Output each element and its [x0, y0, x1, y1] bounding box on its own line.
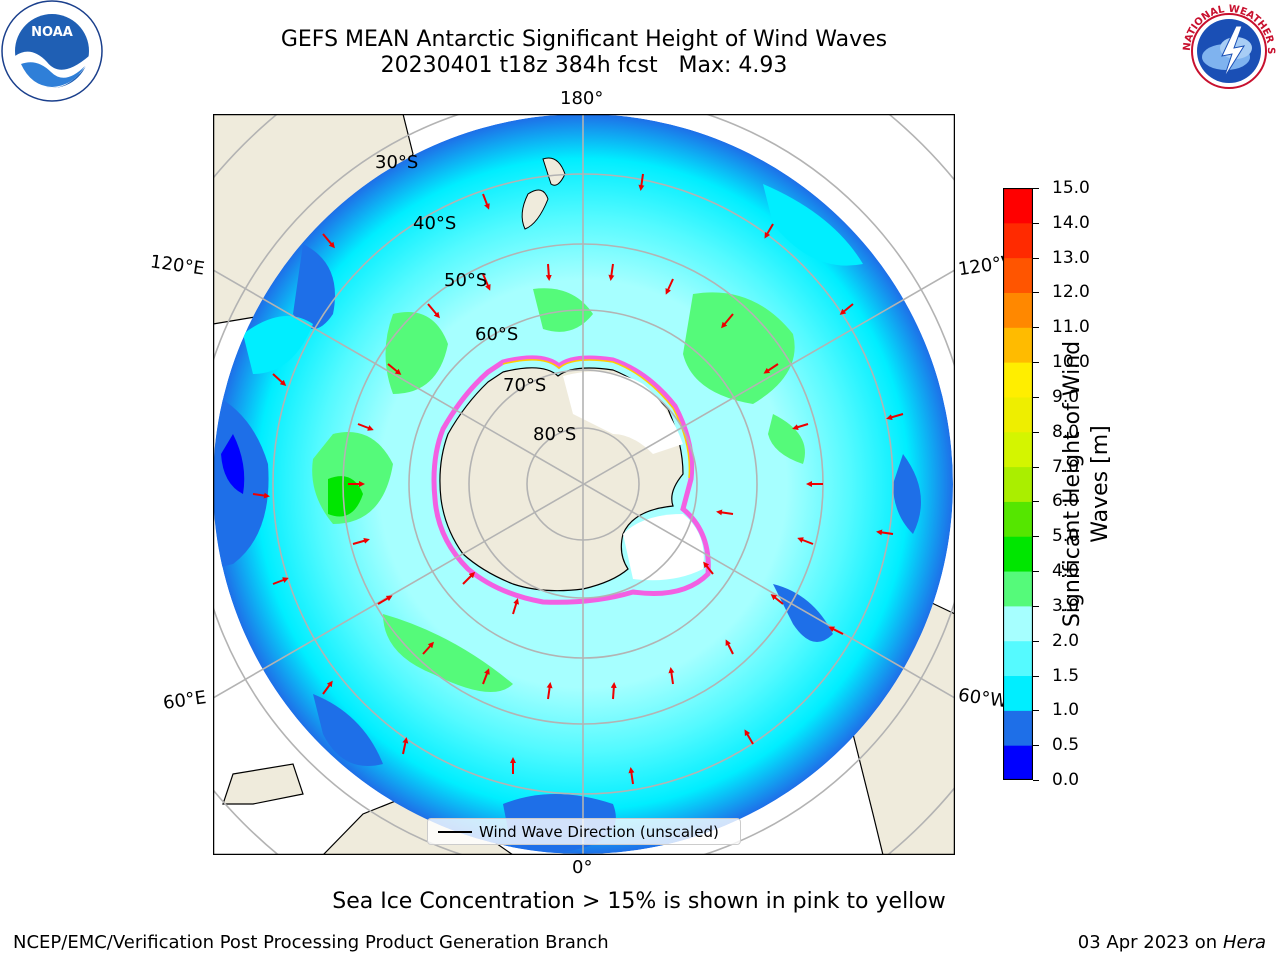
- colorbar: [1003, 188, 1033, 780]
- colorbar-tick-mark: [1033, 675, 1039, 677]
- colorbar-segment: [1003, 501, 1033, 537]
- footer-date-text: 03 Apr 2023 on: [1077, 932, 1223, 953]
- colorbar-segment: [1003, 431, 1033, 468]
- noaa-logo: NOAA: [1, 0, 103, 102]
- colorbar-tick-mark: [1033, 605, 1039, 607]
- lat-label-60s: 60°S: [475, 324, 519, 345]
- colorbar-segment: [1003, 396, 1033, 433]
- lat-label-50s: 50°S: [444, 270, 488, 291]
- legend-line-swatch: [438, 831, 472, 833]
- polar-map: [213, 114, 955, 855]
- colorbar-tick-mark: [1033, 222, 1039, 224]
- colorbar-tick-mark: [1033, 292, 1039, 294]
- colorbar-tick-label: 2.0: [1052, 630, 1080, 651]
- colorbar-tick-label: 7.0: [1052, 456, 1080, 477]
- colorbar-tick-mark: [1033, 780, 1039, 781]
- colorbar-segment: [1003, 292, 1033, 328]
- colorbar-segment: [1003, 466, 1033, 502]
- colorbar-tick-label: 11.0: [1052, 317, 1090, 338]
- colorbar-tick-mark: [1033, 466, 1039, 468]
- lat-label-70s: 70°S: [503, 375, 547, 396]
- colorbar-tick-label: 0.0: [1052, 770, 1080, 790]
- colorbar-tick-mark: [1033, 362, 1039, 364]
- lon-label-120e: 120°E: [148, 251, 206, 280]
- colorbar-title: Significant Height of Wind Waves [m]: [1060, 340, 1113, 628]
- colorbar-segment: [1003, 571, 1033, 607]
- colorbar-tick-mark: [1033, 396, 1039, 398]
- chart-title: GEFS MEAN Antarctic Significant Height o…: [280, 27, 888, 52]
- colorbar-tick-mark: [1033, 327, 1039, 329]
- colorbar-segment: [1003, 605, 1033, 642]
- colorbar-tick-label: 1.0: [1052, 700, 1080, 721]
- colorbar-tick-mark: [1033, 501, 1039, 503]
- colorbar-tick-label: 14.0: [1052, 212, 1090, 233]
- colorbar-tick-mark: [1033, 431, 1039, 433]
- footer-host: Hera: [1222, 932, 1266, 953]
- colorbar-segment: [1003, 640, 1033, 677]
- colorbar-tick-label: 6.0: [1052, 491, 1080, 512]
- colorbar-tick-label: 12.0: [1052, 282, 1090, 303]
- colorbar-tick-mark: [1033, 536, 1039, 538]
- colorbar-tick-label: 15.0: [1052, 178, 1090, 198]
- chart-subtitle: 20230401 t18z 384h fcst Max: 4.93: [380, 53, 788, 78]
- colorbar-tick-label: 10.0: [1052, 352, 1090, 373]
- colorbar-tick-label: 3.0: [1052, 595, 1080, 616]
- colorbar-tick-label: 9.0: [1052, 386, 1080, 407]
- colorbar-tick-mark: [1033, 745, 1039, 747]
- lon-label-0: 0°: [572, 857, 593, 878]
- colorbar-tick-label: 5.0: [1052, 526, 1080, 547]
- svg-text:NOAA: NOAA: [31, 25, 73, 40]
- colorbar-tick-mark: [1033, 640, 1039, 642]
- colorbar-segment: [1003, 362, 1033, 398]
- colorbar-segment: [1003, 257, 1033, 293]
- lon-label-60w: 60°W: [956, 684, 1009, 713]
- colorbar-segment: [1003, 188, 1033, 224]
- colorbar-tick-label: 0.5: [1052, 735, 1080, 756]
- lat-label-80s: 80°S: [533, 424, 577, 445]
- colorbar-tick-label: 1.5: [1052, 665, 1080, 686]
- colorbar-segment: [1003, 222, 1033, 259]
- colorbar-tick-mark: [1033, 571, 1039, 573]
- footer-date: 03 Apr 2023 on Hera: [1078, 932, 1266, 953]
- lon-label-60e: 60°E: [161, 687, 208, 714]
- map-legend: Wind Wave Direction (unscaled): [427, 818, 741, 845]
- footer-branch: NCEP/EMC/Verification Post Processing Pr…: [13, 932, 609, 953]
- colorbar-segment: [1003, 710, 1033, 746]
- colorbar-tick-label: 4.0: [1052, 561, 1080, 582]
- colorbar-segment: [1003, 327, 1033, 363]
- lat-label-40s: 40°S: [413, 213, 457, 234]
- legend-label: Wind Wave Direction (unscaled): [479, 823, 719, 841]
- colorbar-segment: [1003, 536, 1033, 572]
- colorbar-tick-mark: [1033, 257, 1039, 259]
- sea-ice-note: Sea Ice Concentration > 15% is shown in …: [332, 889, 946, 914]
- colorbar-tick-mark: [1033, 188, 1039, 189]
- lat-label-30s: 30°S: [375, 152, 419, 173]
- colorbar-segment: [1003, 745, 1033, 780]
- nws-logo: NATIONAL WEATHER SERVICE: [1178, 0, 1279, 101]
- colorbar-segment: [1003, 675, 1033, 711]
- colorbar-tick-label: 8.0: [1052, 421, 1080, 442]
- colorbar-tick-mark: [1033, 710, 1039, 712]
- colorbar-tick-label: 13.0: [1052, 247, 1090, 268]
- lon-label-180: 180°: [560, 88, 604, 109]
